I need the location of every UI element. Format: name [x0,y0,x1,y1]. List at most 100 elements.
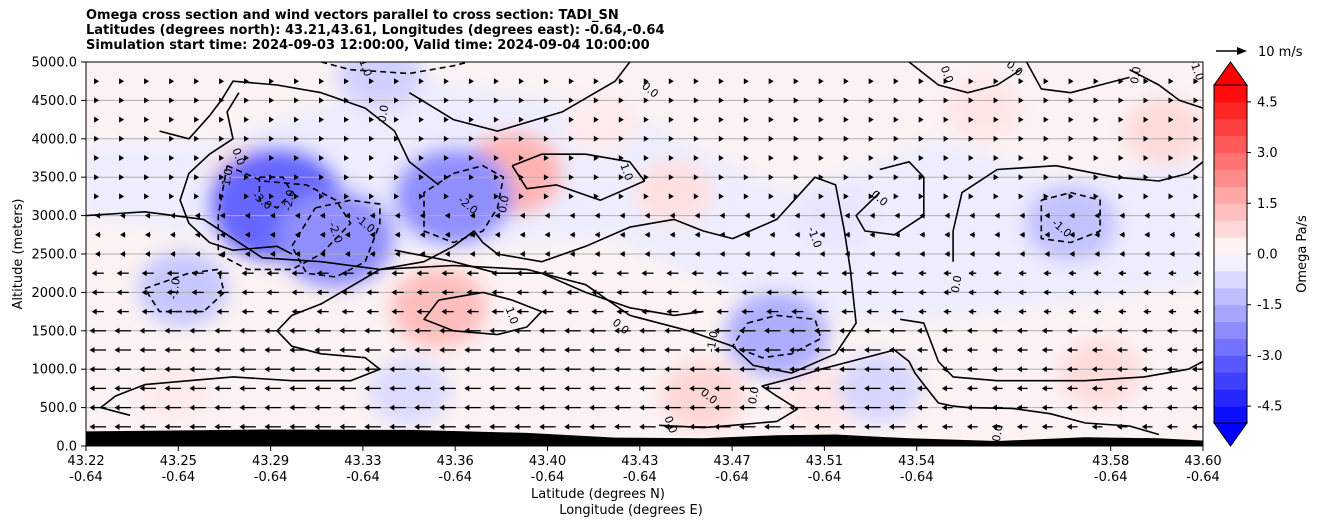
wind-vector-655 [718,155,724,161]
wind-vector-head [718,78,724,85]
wind-vector-692 [518,135,524,142]
wind-vector-head [214,423,220,430]
wind-vector-12 [389,423,406,430]
wind-vector-607 [643,174,649,181]
wind-vector-head [689,327,695,334]
wind-vector-head [1094,251,1100,257]
wind-vector-67 [639,404,656,411]
wind-vector-head [741,308,747,315]
wind-vector-62 [514,404,531,411]
wind-vector-head [1141,423,1147,430]
wind-vector-217 [1016,347,1028,353]
wind-vector-head [543,174,549,181]
wind-vector-head [264,423,270,430]
wind-vector-head [339,327,345,334]
wind-vector-head [241,289,247,296]
wind-vector-513 [544,212,551,219]
wind-vector-297 [766,308,779,315]
wind-vector-head [1193,135,1199,142]
wind-vector-head [793,174,799,181]
wind-vector-head [419,251,425,257]
wind-vector-504 [319,212,326,219]
wind-vector-430 [719,251,726,257]
wind-vector-845 [968,78,974,85]
wind-vector-head [519,231,525,238]
wind-vector-636 [244,155,249,161]
wind-vector-head [1143,308,1149,315]
colorbar-label: Omega Pa/s [1295,215,1310,293]
wind-vector-658 [793,155,799,161]
wind-vector-197 [514,347,531,353]
wind-vector-557 [518,193,524,200]
wind-vector-149 [439,366,456,373]
wind-vector-613 [793,174,799,181]
contour-label-13: 1.0 [503,305,521,326]
wind-vector-head [1093,289,1099,296]
wind-vector-702 [768,135,774,142]
wind-vector-head [1041,347,1047,353]
wind-vector-head [114,327,120,334]
wind-vector-head [494,212,500,219]
wind-vector-784 [568,97,574,104]
wind-vector-head [164,327,170,334]
wind-vector-840 [843,78,849,85]
wind-vector-253 [789,327,806,334]
wind-vector-head [618,78,624,85]
wind-vector-head [144,78,150,85]
wind-vector-head [866,289,872,296]
wind-vector-head [269,231,275,238]
wind-vector-head [714,423,720,430]
wind-vector-670 [1093,155,1099,161]
wind-vector-287 [516,308,529,315]
wind-vector-head [194,135,200,142]
wind-vector-head [966,404,972,411]
wind-vector-764 [1193,116,1199,123]
wind-vector-head [289,423,295,430]
y-tick-label-0: 0.0 [56,440,77,455]
wind-vector-300 [841,308,854,315]
wind-vector-121 [864,385,881,392]
wind-vector-head [844,212,850,219]
wind-vector-770 [219,97,225,104]
wind-vector-224 [1191,347,1203,353]
wind-vector-366 [241,270,254,277]
wind-vector-head [264,366,270,373]
wind-vector-700 [718,135,724,142]
wind-vector-523 [794,212,801,219]
wind-vector-head [541,270,547,277]
contour-dashed-7 [320,62,469,75]
wind-vector-head [164,404,170,411]
wind-vector-527 [894,212,900,219]
wind-vector-36 [991,423,1003,430]
wind-vector-222 [1141,347,1153,353]
wind-vector-77 [889,404,906,411]
wind-vector-head [1044,231,1050,238]
wind-vector-825 [468,78,474,85]
wind-vector-head [1094,231,1100,238]
wind-vector-head [818,135,824,142]
wind-vector-head [169,193,175,200]
wind-vector-head [743,193,749,200]
wind-vector-head [444,231,450,238]
wind-vector-head [493,193,499,200]
wind-vector-7 [264,423,281,430]
wind-vector-848 [1043,78,1049,85]
wind-vector-844 [943,78,949,85]
wind-vector-82 [1016,404,1028,411]
wind-vector-343 [791,289,804,296]
wind-vector-407 [145,251,151,257]
wind-vector-48 [164,404,181,411]
wind-vector-head [969,251,975,257]
colorbar-tick-label-3: 0.0 [1257,248,1278,263]
contour-solid-9 [855,161,925,236]
wind-vector-97 [264,385,281,392]
wind-vector-head [418,97,424,104]
wind-vector-787 [643,97,649,104]
wind-vector-35 [966,423,978,430]
wind-vector-head [1043,116,1049,123]
wind-vector-head [918,289,924,296]
wind-vector-head [664,404,670,411]
wind-vector-753 [918,116,924,123]
wind-vector-head [344,155,349,161]
wind-vector-192 [389,347,406,353]
